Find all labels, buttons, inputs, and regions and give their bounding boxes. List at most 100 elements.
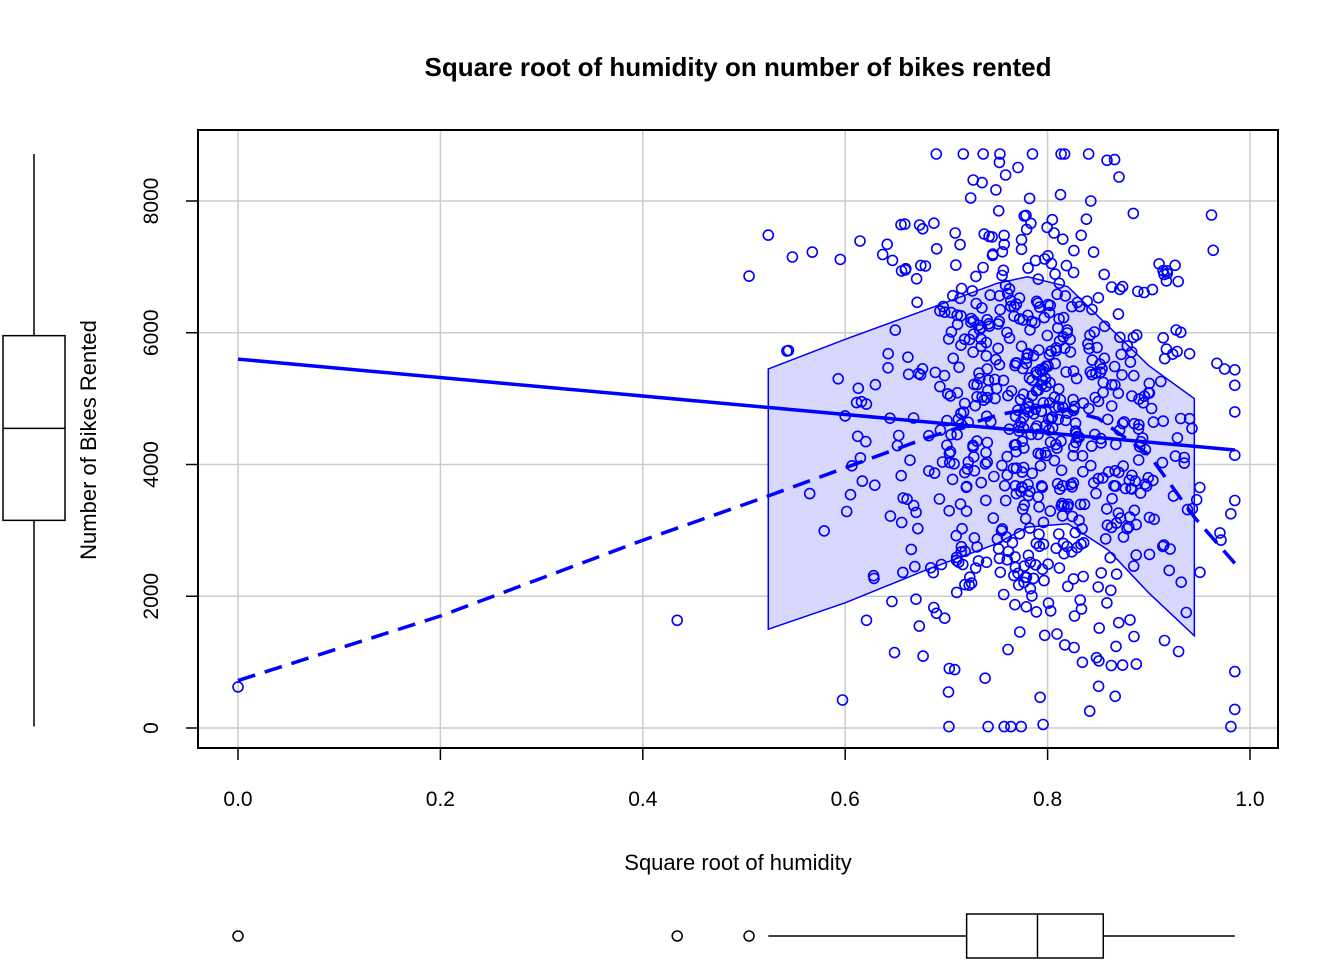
data-point [232, 681, 244, 693]
data-point [1106, 492, 1118, 505]
data-point [1048, 227, 1060, 239]
data-point [1092, 581, 1104, 593]
data-point [1017, 461, 1030, 474]
x-tick-label: 0.4 [628, 788, 658, 811]
data-point [965, 577, 978, 589]
data-point [1207, 244, 1219, 257]
data-point [1036, 563, 1049, 576]
data-point [854, 235, 866, 247]
data-point [963, 579, 976, 591]
x-box-outlier [743, 930, 755, 942]
data-point [882, 361, 894, 374]
data-point [967, 328, 980, 340]
data-point [945, 326, 958, 338]
data-point [1077, 536, 1090, 549]
data-point [1001, 553, 1014, 566]
data-point [1057, 233, 1069, 245]
data-point [1082, 148, 1095, 160]
data-point [896, 566, 909, 579]
data-point [1051, 477, 1064, 490]
data-point [1023, 372, 1036, 384]
data-point [922, 465, 935, 477]
data-point [1229, 494, 1241, 507]
data-point [1074, 498, 1087, 511]
data-point [1004, 294, 1017, 307]
data-point [1034, 691, 1046, 704]
data-point [1027, 572, 1040, 585]
data-point [1169, 450, 1182, 462]
data-point [1092, 291, 1105, 304]
data-point [951, 318, 964, 331]
data-point [992, 205, 1005, 217]
data-point [1033, 540, 1046, 553]
data-point [1022, 262, 1034, 274]
data-point [1035, 448, 1047, 461]
data-point [1110, 568, 1123, 581]
data-point [967, 451, 980, 463]
data-point [1089, 391, 1101, 404]
data-point [1032, 273, 1044, 286]
data-point [1010, 487, 1023, 500]
data-point [1012, 567, 1024, 580]
data-point [1003, 283, 1016, 295]
data-point [1023, 192, 1036, 205]
data-point [1061, 327, 1073, 339]
data-point [1020, 223, 1033, 236]
data-point [982, 374, 995, 387]
data-point [914, 368, 927, 381]
data-point [977, 148, 990, 160]
data-point [1011, 404, 1024, 417]
data-point [999, 169, 1012, 181]
data-point [1049, 268, 1061, 280]
data-point [907, 499, 920, 512]
data-point [1008, 310, 1020, 323]
data-point [999, 494, 1012, 507]
x-tick-label: 0.0 [223, 788, 252, 811]
data-point [1132, 423, 1145, 435]
data-point [1160, 343, 1173, 355]
data-point [949, 227, 962, 239]
data-point [942, 333, 955, 345]
data-point [950, 551, 963, 564]
data-point [958, 397, 971, 410]
data-point [1010, 298, 1023, 310]
data-point [928, 217, 940, 229]
data-point [966, 285, 979, 297]
data-point [960, 480, 973, 493]
data-point [895, 469, 908, 482]
data-point [1044, 436, 1057, 448]
data-point [1075, 603, 1088, 615]
data-point [944, 390, 957, 402]
data-point [1105, 281, 1118, 293]
data-point [963, 571, 976, 584]
data-point [979, 494, 992, 507]
data-point [1083, 342, 1095, 355]
data-point [1026, 590, 1038, 602]
data-point [924, 561, 937, 574]
data-point [1055, 148, 1067, 160]
data-point [886, 595, 898, 608]
data-point [1090, 487, 1102, 500]
data-point [969, 399, 982, 412]
data-point [957, 148, 970, 160]
data-point [1030, 537, 1043, 550]
data-point [762, 229, 775, 241]
data-point [1013, 313, 1026, 325]
data-point [938, 612, 951, 625]
data-point [1090, 651, 1103, 664]
data-point [1060, 366, 1072, 378]
data-point [844, 488, 857, 501]
spread-band-area [767, 275, 1196, 638]
data-point [895, 265, 908, 277]
data-point [1116, 659, 1129, 671]
x-box-outlier [671, 930, 683, 942]
data-point [1001, 450, 1014, 463]
data-point [1098, 268, 1110, 281]
data-point [1109, 480, 1122, 492]
data-point [916, 223, 929, 235]
data-point [1155, 375, 1167, 388]
spread-band [767, 275, 1196, 638]
data-point [1093, 622, 1105, 634]
data-point [836, 694, 849, 706]
